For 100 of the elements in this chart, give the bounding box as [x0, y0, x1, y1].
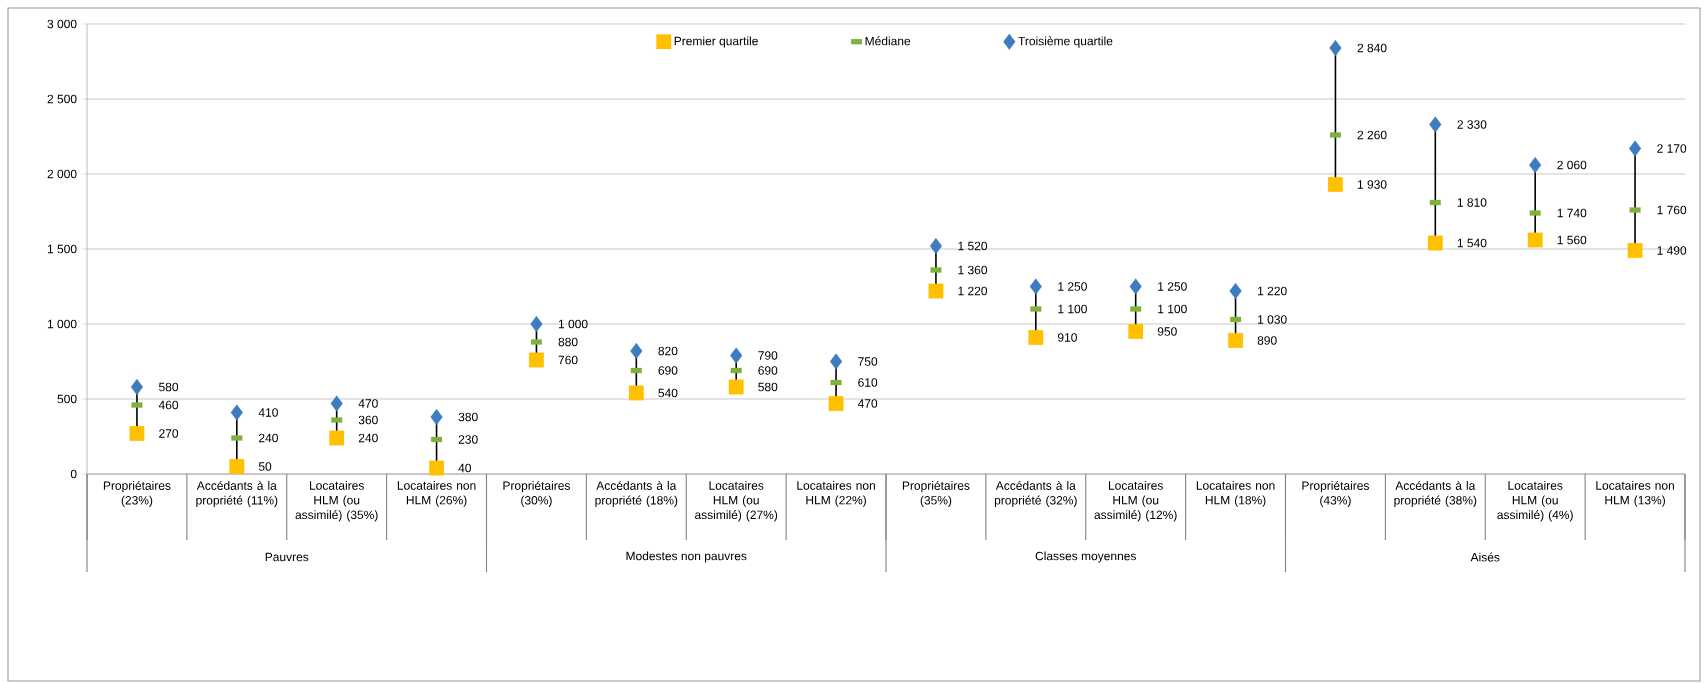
x-tick-label: Locataires non HLM (26%) [397, 480, 476, 507]
point [1128, 324, 1144, 339]
text: Aisés [1470, 552, 1500, 562]
data-label: 1 100 [1158, 304, 1187, 314]
y-tick-label: 1 500 [47, 244, 77, 254]
x-tick-label: Accédants à la propriété (38%) [1394, 480, 1477, 507]
x-tick-label: Accédants à la propriété (18%) [595, 480, 678, 507]
data-label: 1 220 [1258, 286, 1287, 296]
point [1427, 235, 1443, 251]
data-label: 1 030 [1258, 315, 1287, 324]
data-label: 470 [358, 399, 378, 408]
data-label: 380 [458, 412, 478, 422]
point [129, 426, 145, 441]
data-label: 240 [358, 433, 378, 443]
data-label: 1 490 [1657, 246, 1687, 255]
x-tick-label: Propriétaires (23%) [103, 480, 171, 507]
point [928, 283, 944, 299]
data-label: 40 [458, 463, 472, 473]
point [1627, 243, 1643, 258]
data-label: 820 [658, 346, 678, 356]
y-tick-label: 1 000 [47, 319, 77, 329]
x-tick-label: Locataires non HLM (22%) [797, 480, 875, 507]
x-tick-label: Locataires HLM (ou assimilé) (35%) [295, 480, 378, 522]
y-tick-label: 3 000 [47, 19, 77, 29]
data-label: 460 [158, 400, 179, 410]
data-label: 2 170 [1657, 144, 1687, 153]
data-label: 610 [858, 378, 878, 387]
data-label: 890 [1257, 336, 1277, 345]
point [230, 404, 243, 421]
y-tick-label: 2 000 [47, 169, 77, 179]
data-label: 580 [159, 382, 179, 392]
point [1029, 278, 1042, 295]
point [330, 395, 343, 412]
data-label: 1 540 [1457, 238, 1487, 248]
data-label: 1 250 [1158, 282, 1187, 291]
data-label: 690 [758, 366, 778, 375]
point [1328, 177, 1343, 192]
x-tick-label: Propriétaires (35%) [902, 480, 970, 507]
text: Modestes non pauvres [626, 551, 747, 563]
point [430, 408, 443, 426]
legend-label: Troisième quartile [1018, 36, 1113, 48]
legend-label: Médiane [865, 36, 911, 46]
data-label: 1 100 [1058, 304, 1087, 314]
data-label: 1 560 [1557, 235, 1587, 245]
point [329, 430, 345, 446]
data-label: 1 360 [958, 265, 988, 275]
point [1228, 333, 1243, 348]
data-label: 1 220 [958, 286, 988, 296]
data-label: 580 [758, 382, 778, 392]
data-label: 910 [1057, 333, 1077, 342]
y-tick-label: 0 [70, 469, 77, 479]
x-tick-label: Locataires non HLM (13%) [1596, 480, 1674, 507]
data-label: 790 [758, 351, 778, 360]
point [1229, 282, 1242, 300]
data-label: 240 [259, 433, 278, 443]
data-label: 750 [858, 357, 878, 366]
point [1529, 156, 1542, 174]
point [429, 460, 444, 476]
data-label: 1 740 [1557, 208, 1587, 218]
data-label: 1 810 [1457, 198, 1487, 207]
data-label: 540 [658, 388, 678, 398]
x-tick-label: Locataires non HLM (18%) [1196, 480, 1275, 507]
x-tick-label: Propriétaires (43%) [1302, 480, 1369, 507]
point [628, 385, 644, 401]
data-label: 1 250 [1058, 282, 1087, 291]
point [1329, 39, 1342, 57]
data-label: 270 [159, 429, 179, 438]
data-label: 760 [558, 355, 578, 365]
data-label: 2 330 [1457, 120, 1487, 129]
data-label: 470 [857, 399, 878, 408]
x-tick-label: Accédants à la propriété (11%) [196, 480, 278, 507]
text: Pauvres [265, 552, 309, 562]
point [1628, 140, 1642, 157]
data-label: 880 [558, 337, 578, 347]
text: Classes moyennes [1035, 551, 1136, 563]
point [1429, 116, 1442, 133]
point [229, 459, 245, 474]
data-label: 1 760 [1657, 205, 1687, 215]
point [630, 342, 643, 360]
point [130, 378, 144, 396]
x-tick-label: Propriétaires (30%) [503, 480, 571, 507]
point [1028, 330, 1044, 345]
point [1527, 232, 1543, 248]
point [829, 353, 843, 370]
data-label: 690 [658, 366, 678, 375]
data-label: 410 [258, 408, 278, 417]
data-label: 2 060 [1557, 160, 1587, 170]
data-label: 230 [458, 435, 478, 444]
point [730, 347, 743, 364]
legend-label: Premier quartile [674, 36, 758, 48]
x-tick-label: Accédants à la propriété (32%) [994, 480, 1077, 507]
data-label: 360 [358, 415, 378, 425]
y-tick-label: 500 [57, 394, 77, 404]
point [828, 396, 844, 411]
data-label: 950 [1157, 327, 1177, 336]
data-label: 1 930 [1357, 180, 1387, 189]
point [728, 379, 744, 395]
data-label: 50 [258, 462, 272, 471]
data-label: 2 840 [1357, 43, 1387, 53]
point [1129, 278, 1142, 295]
